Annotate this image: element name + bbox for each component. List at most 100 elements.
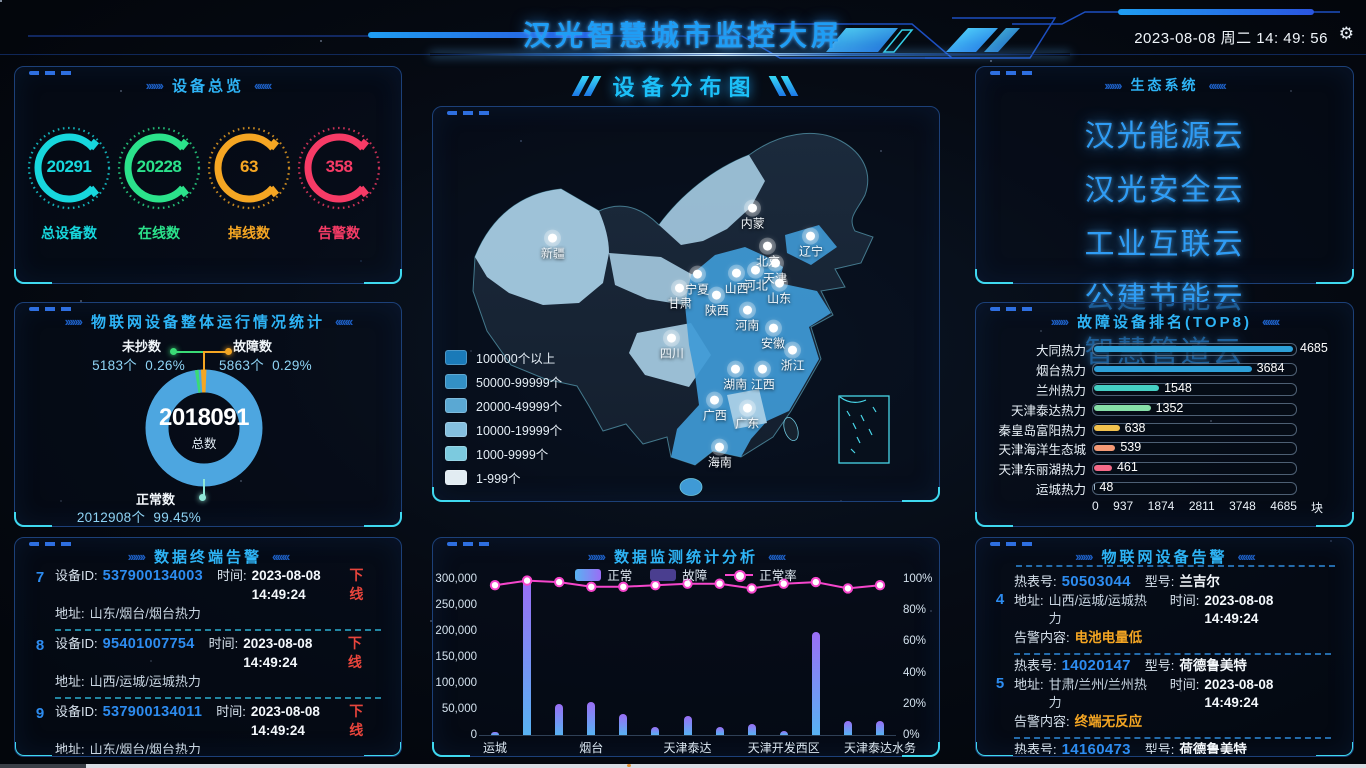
province-marker-宁夏[interactable]: 宁夏 (685, 269, 709, 298)
legend-item-normal[interactable]: 正常 (575, 565, 632, 584)
map-legend-item[interactable]: 50000-99999个 (445, 372, 562, 391)
ranking-row[interactable]: 兰州热力 1548 (990, 380, 1297, 400)
province-marker-四川[interactable]: 四川 (660, 333, 684, 362)
ranking-bar (1094, 444, 1116, 451)
province-marker-江西[interactable]: 江西 (751, 364, 775, 392)
meter-id-value: 14160473 (1061, 741, 1131, 754)
ranking-label: 天津海洋生态城 (998, 443, 1086, 458)
gauge-ring (207, 126, 291, 210)
x-axis-label: 天津开发西区 (747, 741, 820, 755)
panel-device-overview: ››››››› 设备总览 ‹‹‹‹‹‹‹ 20291 总设备数 20228 在线数 … (14, 66, 402, 284)
ecosystem-link[interactable]: 汉光安全云 (1084, 174, 1245, 207)
monitor-bar[interactable] (875, 721, 884, 735)
province-label: 江西 (750, 377, 775, 392)
y-axis-tick-left: 50,000 (441, 703, 477, 715)
monitor-bar[interactable] (683, 716, 692, 735)
row-line-3: 告警内容: 终端无反应 (1014, 713, 1331, 732)
ranking-track: 1548 (1092, 381, 1297, 396)
monitor-bar[interactable] (747, 723, 756, 735)
ranking-row[interactable]: 天津海洋生态城 539 (990, 439, 1297, 459)
map-legend-item[interactable]: 100000个以上 (445, 348, 562, 367)
province-marker-甘肃[interactable]: 甘肃 (668, 283, 692, 312)
province-marker-广东[interactable]: 广东 (735, 403, 760, 432)
map-legend-item[interactable]: 1-999个 (445, 468, 562, 487)
province-label: 广东 (735, 416, 760, 431)
ranking-track: 3684 (1092, 361, 1297, 377)
map-legend-item[interactable]: 10000-19999个 (445, 420, 562, 439)
province-marker-内蒙[interactable]: 内蒙 (741, 203, 765, 232)
monitor-bar[interactable] (651, 727, 660, 735)
iot-alarm-row[interactable]: 5 热表号: 14020147 型号: 荷德鲁美特 地址: 甘肃/兰州/兰州热力 时间: 202… (984, 655, 1345, 739)
province-dot (806, 231, 816, 241)
title-arrows-left: ››››››› (64, 314, 83, 329)
ranking-value: 1352 (1155, 400, 1184, 415)
legend-item-rate[interactable]: 正常率 (725, 565, 797, 584)
province-dot (667, 333, 677, 343)
page-title: 汉光智慧城市监控大屏 (522, 20, 843, 51)
province-label: 广西 (702, 408, 727, 423)
province-marker-辽宁[interactable]: 辽宁 (799, 231, 823, 259)
ranking-track: 539 (1092, 440, 1297, 456)
province-dot (748, 203, 758, 213)
province-marker-海南[interactable]: 海南 (708, 443, 732, 471)
axis-tick: 0 (1092, 499, 1099, 513)
alarm-content-value: 电池电量低 (1074, 629, 1143, 645)
province-marker-广西[interactable]: 广西 (702, 395, 727, 424)
iot-alarm-row[interactable]: 6热表号:14160473型号:荷德鲁美特地址:山西/大同/大同热力时间:202… (984, 739, 1345, 754)
y-axis-tick-left: 100,000 (435, 677, 477, 689)
normal-label: 正常数 (135, 492, 175, 507)
alarm-content-value: 终端无反应 (1074, 713, 1143, 729)
map-region-liaoning (785, 225, 837, 265)
monitor-bar[interactable] (491, 732, 500, 735)
province-label: 新疆 (540, 246, 565, 261)
row-index: 7 (35, 569, 45, 586)
ecosystem-link[interactable]: 公建节能云 (1084, 282, 1245, 315)
province-marker-河南[interactable]: 河南 (735, 305, 759, 333)
province-marker-浙江[interactable]: 浙江 (781, 345, 805, 374)
legend-item-fault[interactable]: 故障 (650, 565, 707, 584)
rate-line-point (618, 581, 629, 592)
province-marker-山西[interactable]: 山西 (725, 268, 749, 296)
monitor-chart-legend: 正常 故障 正常率 (433, 565, 939, 584)
ranking-row[interactable]: 烟台热力 3684 (990, 360, 1297, 380)
settings-gear-icon[interactable]: ⚙ (1338, 24, 1354, 43)
map-legend-item[interactable]: 20000-49999个 (445, 396, 562, 415)
monitor-bar[interactable] (587, 701, 596, 735)
terminal-alarm-row[interactable]: 7 设备ID: 537900134003 时间: 2023-08-08 14:49:24… (23, 563, 393, 631)
province-marker-河北[interactable]: 河北 (744, 265, 768, 294)
monitor-bar[interactable] (715, 727, 724, 735)
province-marker-湖南[interactable]: 湖南 (723, 364, 747, 392)
province-dot (788, 345, 798, 355)
province-marker-新疆[interactable]: 新疆 (541, 233, 565, 261)
monitor-bar[interactable] (555, 703, 564, 735)
unread-connector (176, 351, 204, 353)
terminal-alarm-row[interactable]: 8 设备ID: 95401007754 时间: 2023-08-08 14:49:24 下… (23, 631, 393, 699)
ranking-row[interactable]: 大同热力 4685 (990, 340, 1328, 360)
province-label: 安徽 (761, 336, 786, 351)
ranking-row[interactable]: 运城热力 48 (990, 479, 1297, 499)
map-legend-item[interactable]: 1000-9999个 (445, 444, 562, 463)
province-marker-山东[interactable]: 山东 (767, 278, 791, 307)
ranking-row[interactable]: 秦皇岛富阳热力 638 (990, 419, 1297, 439)
unread-label: 未抄数 (121, 339, 161, 354)
monitor-bar[interactable] (843, 721, 852, 735)
monitor-bar[interactable] (779, 730, 788, 735)
terminal-alarm-row[interactable]: 9 设备ID: 537900134011 时间: 2023-08-08 14:49:24… (23, 699, 393, 754)
ranking-row[interactable]: 天津东丽湖热力 461 (990, 459, 1297, 479)
monitor-bar[interactable] (619, 713, 628, 735)
province-dot (768, 323, 778, 333)
province-marker-陕西[interactable]: 陕西 (705, 290, 729, 319)
province-marker-安徽[interactable]: 安徽 (761, 323, 785, 351)
legend-swatch (445, 374, 467, 389)
gauge-value: 20291 (46, 157, 92, 176)
legend-swatch (445, 398, 467, 413)
monitor-bar[interactable] (523, 580, 532, 735)
ranking-value: 3684 (1256, 361, 1285, 376)
monitor-bar[interactable] (811, 632, 820, 735)
legend-swatch-fault (650, 568, 677, 581)
legend-label: 50000-99999个 (476, 376, 563, 390)
ecosystem-link[interactable]: 工业互联云 (1084, 228, 1245, 261)
iot-alarm-row[interactable]: 4 热表号: 50503044 型号: 兰吉尔 地址: 山西/运城/运城热力 时间: 2023-… (984, 571, 1345, 655)
ranking-row[interactable]: 天津泰达热力 1352 (990, 399, 1297, 419)
ecosystem-link[interactable]: 汉光能源云 (1084, 120, 1245, 153)
